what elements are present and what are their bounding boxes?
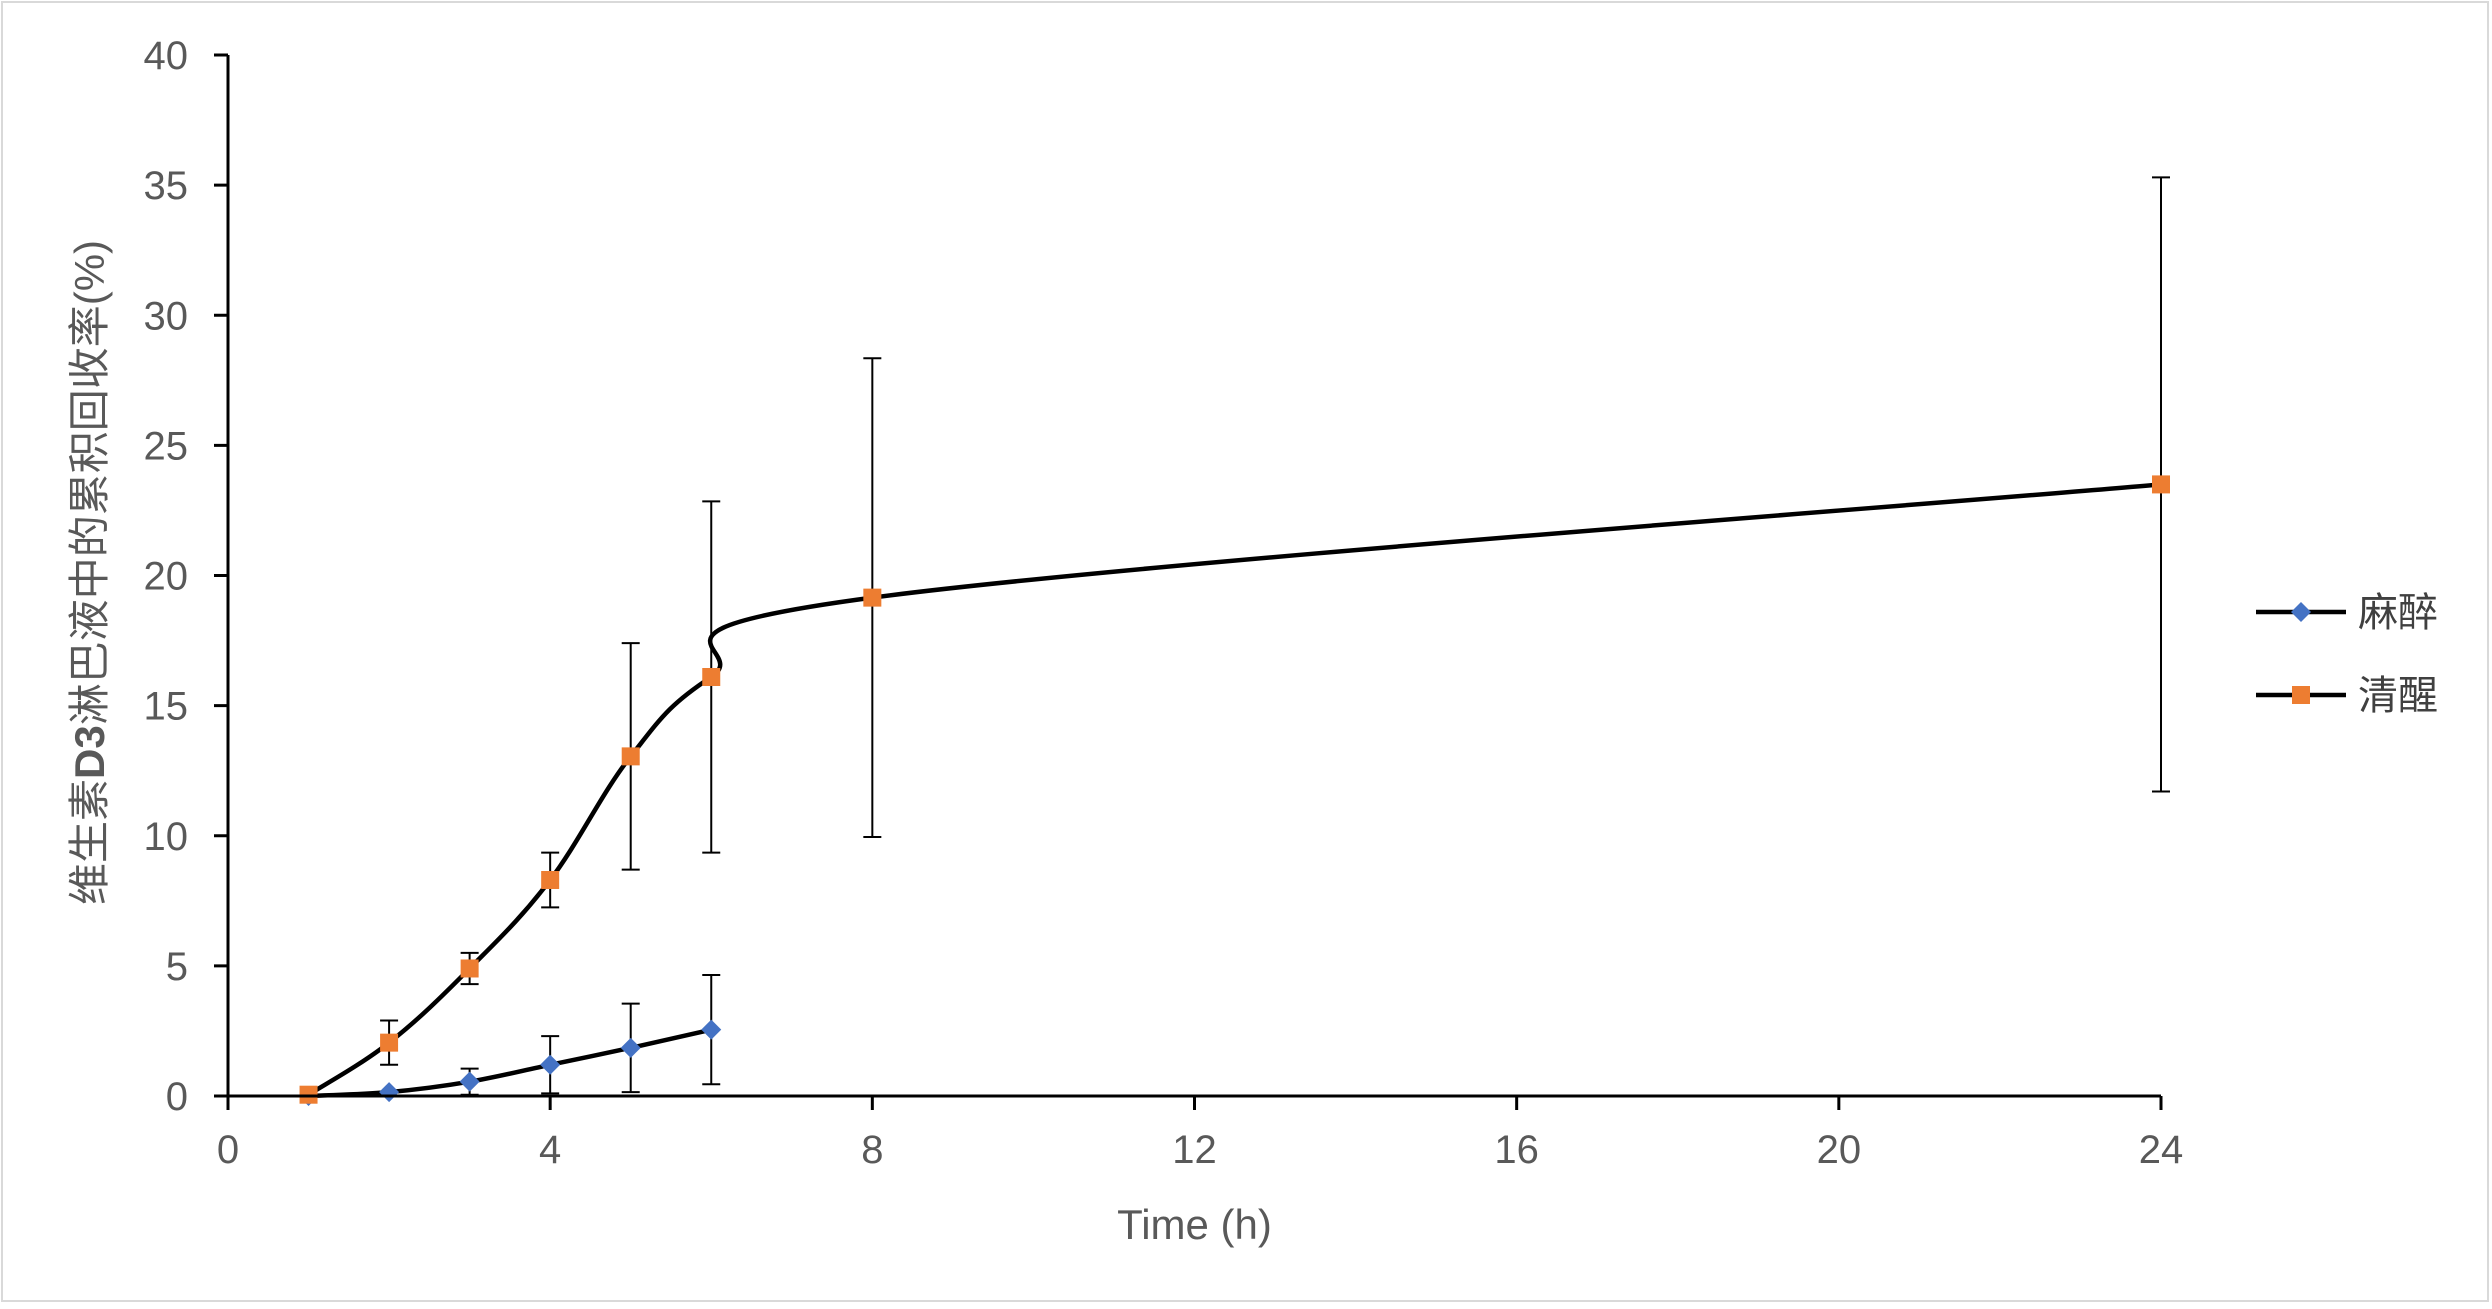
legend-label: 清醒 [2358,674,2438,718]
y-axis-title-suffix: 淋巴液中的累积回收率(%) [66,240,113,725]
legend-marker [2292,686,2310,704]
data-point [540,1054,561,1075]
x-axis-title: Time (h) [1117,1201,1272,1248]
legend-label: 麻醉 [2358,591,2438,635]
data-point [620,1037,641,1058]
x-tick-label: 20 [1817,1128,1862,1172]
series-1 [299,176,2170,1104]
series-0 [298,973,722,1106]
x-tick-label: 24 [2139,1128,2184,1172]
y-axis-title-prefix: 维生素 [66,779,113,905]
legend-item-0: 麻醉 [2256,591,2438,635]
axes [226,55,2161,1098]
y-tick-label: 15 [144,685,189,729]
data-point [701,1019,722,1040]
data-point [863,588,882,607]
y-tick-label: 40 [144,34,189,78]
y-tick-label: 0 [166,1075,188,1119]
data-point [621,747,640,766]
data-point [460,959,479,978]
x-tick-label: 12 [1172,1128,1217,1172]
plot-area [298,176,2170,1106]
y-tick-label: 25 [144,424,189,468]
series-line [308,1027,712,1099]
x-tick-label: 4 [539,1128,561,1172]
x-tick-label: 0 [217,1128,239,1172]
legend-marker [2291,602,2311,622]
data-point [2152,475,2170,494]
x-tick-label: 8 [861,1128,883,1172]
data-point [379,1082,400,1103]
y-tick-label: 10 [144,815,189,859]
x-tick-label: 16 [1494,1128,1539,1172]
y-tick-label: 30 [144,294,189,338]
y-tick-label: 20 [144,555,189,599]
data-point [459,1071,480,1092]
data-point [702,667,721,686]
data-point [541,870,560,889]
y-axis-title: 维生素D3淋巴液中的累积回收率(%) [66,240,113,905]
chart: 0 5 10 15 20 25 30 35 40 0 4 8 12 16 20 24 Time (h) 维生素… [66,34,2438,1248]
legend-item-1: 清醒 [2256,674,2438,718]
y-tick-label: 35 [144,164,189,208]
series-line [307,482,2162,1097]
tick-labels: 0 5 10 15 20 25 30 35 40 0 4 8 12 16 20 24 [144,34,2184,1172]
data-point [380,1033,399,1052]
y-axis-title-bold: D3 [66,725,113,779]
y-tick-label: 5 [166,945,188,989]
